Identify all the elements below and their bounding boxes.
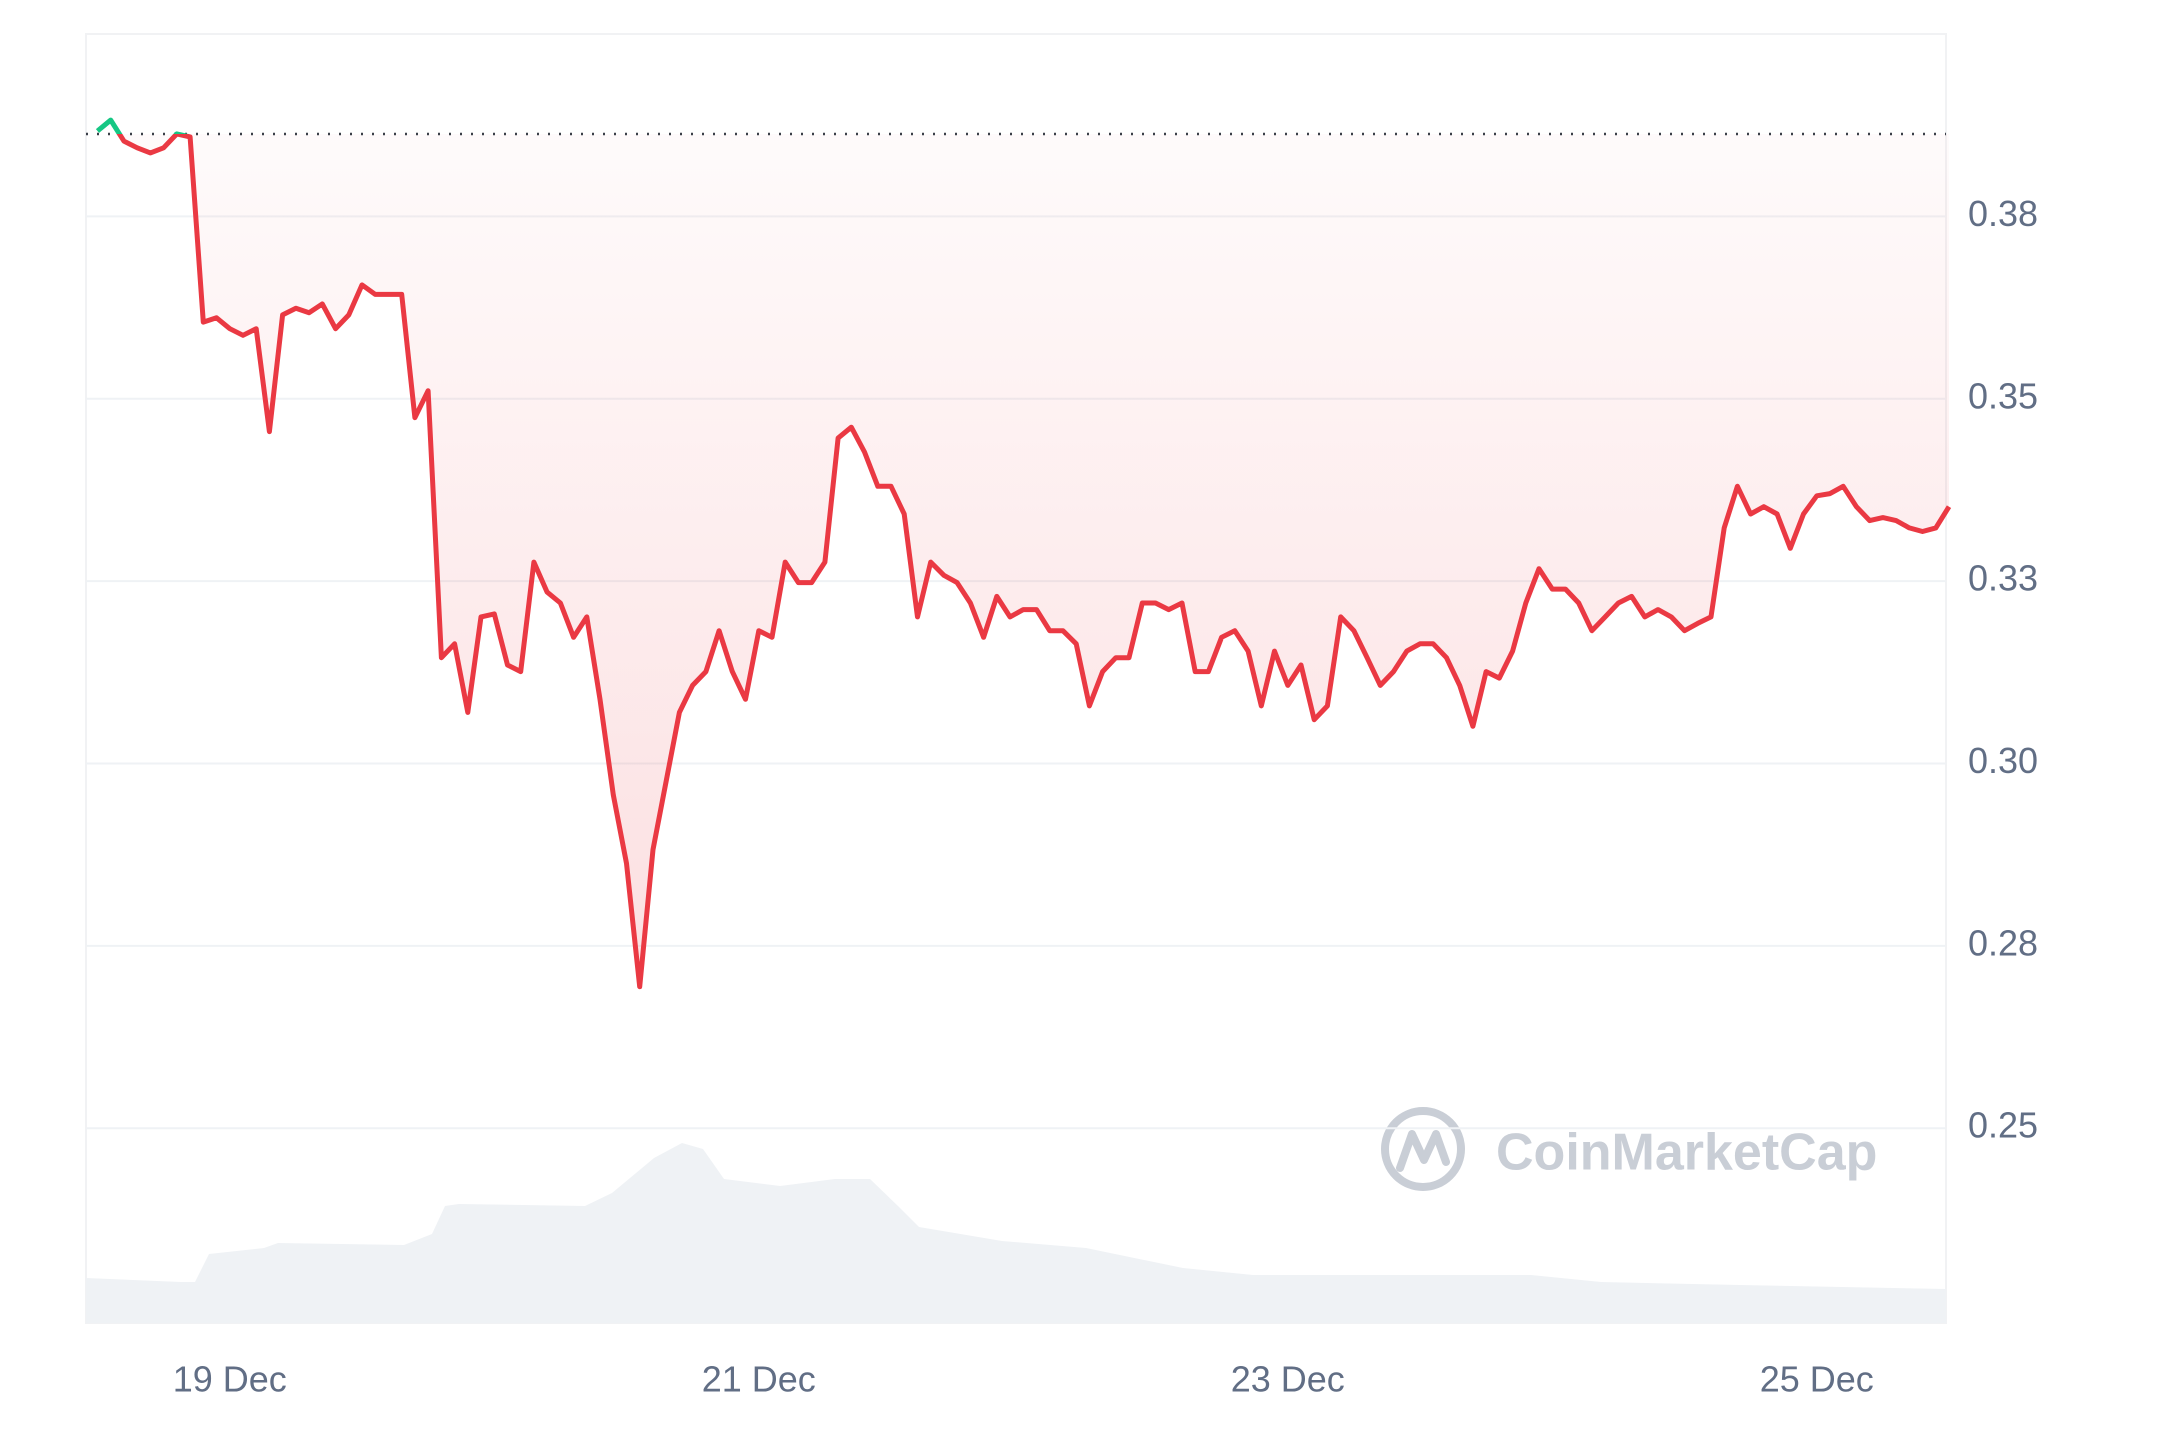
y-tick-label: 0.28 bbox=[1968, 922, 2038, 963]
watermark-logo bbox=[1381, 1107, 1465, 1191]
x-tick-label: 23 Dec bbox=[1231, 1359, 1345, 1400]
x-tick-label: 19 Dec bbox=[173, 1359, 287, 1400]
x-tick-label: 21 Dec bbox=[702, 1359, 816, 1400]
y-tick-label: 0.33 bbox=[1968, 558, 2038, 599]
y-tick-label: 0.30 bbox=[1968, 740, 2038, 781]
y-tick-label: 0.25 bbox=[1968, 1105, 2038, 1146]
area-fill bbox=[119, 133, 1949, 987]
price-line bbox=[116, 133, 1952, 990]
x-tick-label: 25 Dec bbox=[1760, 1359, 1874, 1400]
y-tick-label: 0.35 bbox=[1968, 375, 2038, 416]
y-tick-label: 0.38 bbox=[1968, 193, 2038, 234]
volume-area bbox=[86, 1143, 1946, 1323]
watermark: CoinMarketCap bbox=[1496, 1124, 1877, 1182]
